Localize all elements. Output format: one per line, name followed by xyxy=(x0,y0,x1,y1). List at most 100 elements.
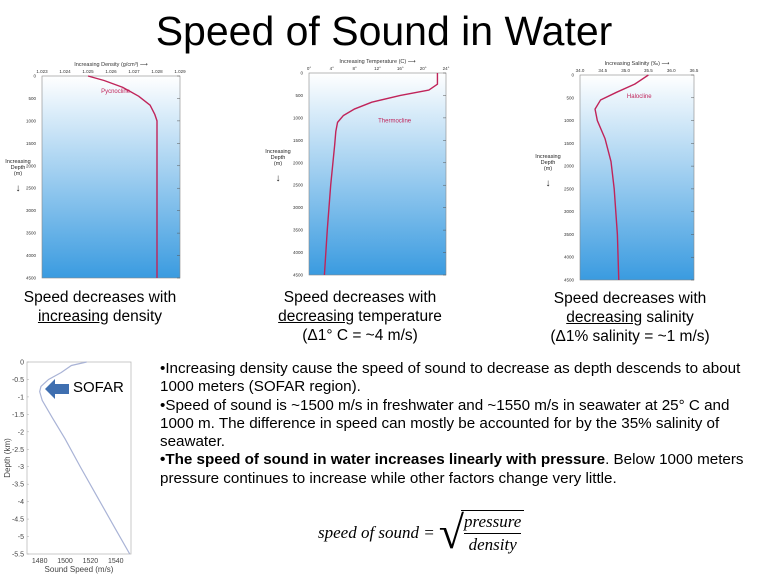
x-tick-label: 24° xyxy=(443,66,450,71)
caption-underlined: decreasing xyxy=(566,309,643,326)
y-axis-label: Depth xyxy=(271,155,286,161)
y-tick-label: 4000 xyxy=(293,250,304,255)
y-tick-label: 1500 xyxy=(26,141,37,146)
y-axis-label: Increasing xyxy=(265,149,290,155)
y-axis-label: Depth xyxy=(11,165,26,171)
curve-annotation: Halocline xyxy=(627,94,652,100)
caption-salinity: Speed decreases with decreasing salinity… xyxy=(530,289,730,346)
x-tick-label: 1.026 xyxy=(105,69,117,74)
x-tick-label: 1540 xyxy=(108,558,124,565)
x-axis-label: Increasing Salinity (‰) ⟶ xyxy=(605,61,671,67)
y-tick-label: -1 xyxy=(18,394,24,401)
y-tick-label: -3.5 xyxy=(12,482,24,489)
profile-curve xyxy=(323,73,439,276)
y-tick-label: 1500 xyxy=(564,141,575,146)
x-tick-label: 1.028 xyxy=(151,69,163,74)
y-tick-label: 500 xyxy=(566,95,574,100)
y-tick-label: -2.5 xyxy=(12,447,24,454)
y-tick-label: 2500 xyxy=(564,186,575,191)
sound-speed-curve xyxy=(39,361,131,555)
caption-underlined: decreasing xyxy=(278,308,354,325)
y-tick-label: 0 xyxy=(571,73,574,78)
x-tick-label: 1.029 xyxy=(174,69,186,74)
caption-temperature: Speed decreases with decreasing temperat… xyxy=(255,288,465,345)
y-tick-label: 0 xyxy=(20,360,24,367)
y-tick-label: 0 xyxy=(300,71,303,76)
y-tick-label: 4500 xyxy=(293,273,304,278)
speed-of-sound-formula: speed of sound = √ pressure density xyxy=(318,507,525,558)
caption-rest: temperature xyxy=(353,308,442,325)
y-tick-label: 3000 xyxy=(26,208,37,213)
x-tick-label: 8° xyxy=(353,66,358,71)
slide-title: Speed of Sound in Water xyxy=(155,8,613,54)
plot-area xyxy=(579,74,695,281)
caption-note: (Δ1% salinity = ~1 m/s) xyxy=(550,328,710,345)
y-tick-label: 4500 xyxy=(564,278,575,283)
x-tick-label: 1480 xyxy=(32,558,48,565)
y-axis-label: Increasing xyxy=(5,159,30,165)
plot-area xyxy=(26,361,132,555)
y-tick-label: -5.5 xyxy=(12,552,24,559)
caption-density: Speed decreases with increasing density xyxy=(0,288,200,326)
y-axis-label: (m) xyxy=(14,171,22,177)
density-chart: Increasing Density (g/cm³) ⟶ 1.023 1.024 1.… xyxy=(5,62,186,281)
y-tick-label: 3500 xyxy=(26,231,37,236)
bullet-list: •Increasing density cause the speed of s… xyxy=(160,360,765,488)
y-tick-label: 2000 xyxy=(293,160,304,165)
profile-curve xyxy=(87,75,158,278)
y-tick-label: -2 xyxy=(18,429,24,436)
bullet-item: •The speed of sound in water increases l… xyxy=(160,451,744,487)
formula-lhs: speed of sound = xyxy=(318,523,435,542)
y-tick-label: 1000 xyxy=(564,118,575,123)
x-tick-label: 35.5 xyxy=(644,68,653,73)
curve-annotation: Pycnocline xyxy=(101,89,131,95)
formula-numerator: pressure xyxy=(464,511,522,534)
y-tick-label: 3500 xyxy=(564,232,575,237)
sqrt-icon: √ xyxy=(438,507,465,558)
y-tick-label: -4 xyxy=(18,499,24,506)
x-axis-label: Increasing Density (g/cm³) ⟶ xyxy=(74,62,149,68)
caption-rest: salinity xyxy=(642,309,694,326)
bullet-item: •Increasing density cause the speed of s… xyxy=(160,360,741,396)
y-tick-label: 1000 xyxy=(293,115,304,120)
profile-curve xyxy=(594,74,649,281)
down-arrow-icon: ↓ xyxy=(276,173,281,184)
y-tick-label: -1.5 xyxy=(12,412,24,419)
x-tick-label: 1.025 xyxy=(82,69,94,74)
plot-area xyxy=(308,72,447,276)
x-tick-label: 34.5 xyxy=(598,68,607,73)
plot-area xyxy=(41,75,181,279)
y-tick-label: 3000 xyxy=(564,209,575,214)
y-tick-label: 1000 xyxy=(26,118,37,123)
y-axis-label: Increasing xyxy=(535,154,560,160)
x-tick-label: 35.0 xyxy=(621,68,630,73)
sofar-label: SOFAR xyxy=(73,379,124,396)
bullet-item: •Speed of sound is ~1500 m/s in freshwat… xyxy=(160,396,730,451)
sofar-arrow-icon xyxy=(45,379,69,399)
caption-line: Speed decreases with xyxy=(23,289,177,306)
y-tick-label: 3500 xyxy=(293,228,304,233)
x-tick-label: 36.0 xyxy=(667,68,676,73)
y-tick-label: -5 xyxy=(18,534,24,541)
caption-underlined: increasing xyxy=(37,308,109,325)
y-axis-label: (m) xyxy=(274,161,282,167)
x-tick-label: 0° xyxy=(307,66,312,71)
caption-line: Speed decreases with xyxy=(553,290,707,307)
y-tick-label: 4000 xyxy=(26,253,37,258)
y-tick-label: 2500 xyxy=(26,186,37,191)
x-tick-label: 34.0 xyxy=(576,68,585,73)
y-tick-label: 4500 xyxy=(26,276,37,281)
y-axis-label: Depth (km) xyxy=(3,438,12,478)
y-tick-label: -4.5 xyxy=(12,517,24,524)
y-tick-label: -3 xyxy=(18,464,24,471)
temperature-chart: Increasing Temperature (C) ⟶ 0° 4° 8° 12° 16°… xyxy=(265,59,450,278)
x-tick-label: 20° xyxy=(420,66,427,71)
y-axis-label: (m) xyxy=(544,166,552,172)
x-tick-label: 1500 xyxy=(57,558,73,565)
y-tick-label: 500 xyxy=(295,93,303,98)
x-tick-label: 1520 xyxy=(83,558,99,565)
y-tick-label: 4000 xyxy=(564,255,575,260)
sound-speed-chart: 0 -0.5 -1 -1.5 -2 -2.5 -3 -3.5 -4 -4.5 -5 -5.5 1480 1… xyxy=(3,360,132,574)
curve-annotation: Thermocline xyxy=(378,118,412,124)
